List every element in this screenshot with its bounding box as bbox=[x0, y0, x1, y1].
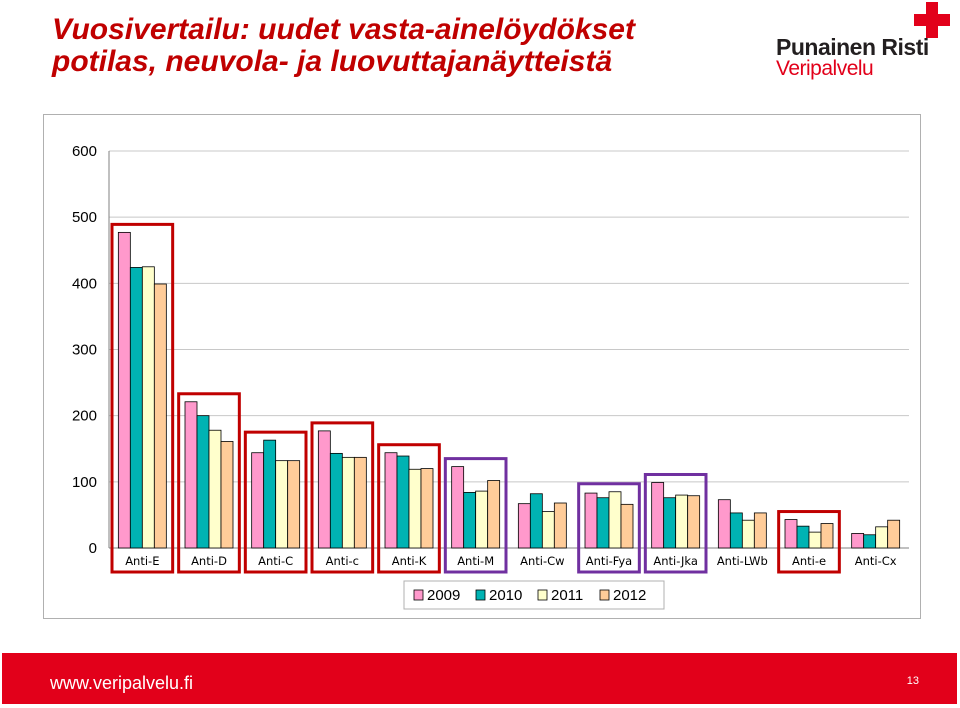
legend-swatch-2012 bbox=[599, 589, 610, 601]
bar-chart: 0 100 200 300 400 500 600 Anti-E Anti-D Anti-C Ant… bbox=[72, 143, 909, 610]
logo-name: Punainen Risti bbox=[776, 34, 929, 60]
highlight-box-Anti-e bbox=[777, 510, 841, 574]
y-tick-label: 400 bbox=[72, 275, 97, 292]
x-tick-label: Anti-K bbox=[392, 554, 427, 568]
highlight-box-Anti-Jka bbox=[643, 472, 708, 574]
legend-label: 2012 bbox=[613, 587, 646, 604]
bar-2011-Anti-Cx bbox=[875, 526, 889, 549]
logo-subtitle: Veripalvelu bbox=[776, 57, 874, 80]
bar-2010-Anti-K bbox=[396, 455, 410, 549]
bar-2009-Anti-LWb bbox=[717, 499, 731, 549]
chart-area: 0 100 200 300 400 500 600 Anti-E Anti-D Anti-C Ant… bbox=[43, 114, 921, 619]
slide-title: Vuosivertailu: uudet vasta-ainelöydökset… bbox=[52, 14, 635, 78]
bar-2009-Anti-e bbox=[784, 519, 798, 549]
bar-2011-Anti-Cw bbox=[541, 511, 555, 549]
highlight-box-Anti-C bbox=[243, 430, 308, 574]
legend-swatch-2010 bbox=[475, 589, 486, 601]
bar-2009-Anti-D bbox=[184, 401, 198, 549]
x-tick-label: Anti-c bbox=[326, 554, 359, 568]
x-tick-label: Anti-e bbox=[792, 554, 826, 568]
x-tick-label: Anti-Jka bbox=[653, 554, 698, 568]
bar-2011-Anti-E bbox=[141, 266, 155, 549]
bar-2011-Anti-Jka bbox=[675, 494, 689, 549]
y-tick-label: 300 bbox=[72, 342, 97, 359]
bar-2012-Anti-LWb bbox=[753, 512, 767, 549]
bar-2009-Anti-c bbox=[317, 430, 331, 549]
title-line-2: potilas, neuvola- ja luovuttajanäytteist… bbox=[52, 45, 613, 78]
y-tick-label: 100 bbox=[72, 474, 97, 491]
bar-2011-Anti-e bbox=[808, 531, 822, 549]
bar-2011-Anti-Fya bbox=[608, 491, 622, 549]
legend-swatch-2009 bbox=[413, 589, 424, 601]
bar-2010-Anti-E bbox=[129, 267, 143, 549]
red-cross-logo: Punainen Risti Veripalvelu bbox=[776, 2, 956, 88]
highlight-box-Anti-M bbox=[443, 457, 508, 574]
highlight-box-Anti-c bbox=[310, 421, 375, 574]
highlight-box-Anti-Fya bbox=[577, 482, 641, 574]
legend-swatch-2011 bbox=[537, 589, 548, 601]
bar-2009-Anti-E bbox=[117, 231, 131, 549]
bar-2011-Anti-c bbox=[341, 456, 355, 549]
y-tick-label: 600 bbox=[72, 143, 97, 160]
bar-2009-Anti-Jka bbox=[651, 482, 665, 549]
footer-bar: www.veripalvelu.fi 13 bbox=[2, 653, 957, 704]
legend-label: 2009 bbox=[427, 587, 460, 604]
title-line-1: Vuosivertailu: uudet vasta-ainelöydökset bbox=[52, 13, 635, 46]
bar-2010-Anti-Fya bbox=[596, 497, 610, 549]
highlight-box-Anti-K bbox=[377, 443, 441, 574]
bar-2012-Anti-c bbox=[353, 456, 367, 549]
bar-2009-Anti-K bbox=[384, 452, 398, 549]
x-tick-label: Anti-LWb bbox=[717, 554, 768, 568]
bar-2012-Anti-K bbox=[420, 468, 434, 549]
bar-2010-Anti-M bbox=[463, 492, 477, 549]
y-tick-label: 0 bbox=[89, 540, 97, 557]
bar-2010-Anti-LWb bbox=[729, 512, 743, 549]
bar-2012-Anti-Fya bbox=[620, 503, 634, 549]
legend-label: 2010 bbox=[489, 587, 522, 604]
bar-2009-Anti-C bbox=[251, 452, 265, 549]
x-tick-label: Anti-Cw bbox=[520, 554, 564, 568]
bar-2011-Anti-LWb bbox=[741, 519, 755, 549]
bar-2009-Anti-Cx bbox=[851, 533, 865, 549]
x-tick-label: Anti-E bbox=[125, 554, 159, 568]
page-number: 13 bbox=[906, 675, 919, 687]
bar-2012-Anti-E bbox=[153, 283, 167, 549]
bar-2011-Anti-D bbox=[208, 429, 222, 549]
bar-2011-Anti-C bbox=[275, 460, 289, 549]
bar-2010-Anti-Cx bbox=[863, 534, 877, 549]
highlight-box-Anti-E bbox=[110, 222, 175, 574]
bar-2012-Anti-C bbox=[287, 460, 301, 549]
bar-2011-Anti-K bbox=[408, 468, 422, 549]
legend-label: 2011 bbox=[551, 587, 583, 604]
bar-2009-Anti-Fya bbox=[584, 492, 598, 549]
bar-2010-Anti-Jka bbox=[663, 497, 677, 549]
bar-2012-Anti-e bbox=[820, 523, 834, 549]
bar-2012-Anti-Jka bbox=[687, 495, 701, 549]
bar-2009-Anti-Cw bbox=[517, 503, 531, 549]
bar-2009-Anti-M bbox=[451, 466, 465, 549]
x-tick-label: Anti-C bbox=[258, 554, 293, 568]
footer-url[interactable]: www.veripalvelu.fi bbox=[50, 673, 194, 693]
bar-2012-Anti-M bbox=[487, 480, 501, 549]
y-tick-label: 200 bbox=[72, 408, 97, 425]
x-tick-label: Anti-Cx bbox=[855, 554, 897, 568]
x-tick-label: Anti-D bbox=[191, 554, 227, 568]
x-tick-label: Anti-Fya bbox=[586, 554, 632, 568]
bar-2010-Anti-Cw bbox=[529, 493, 543, 549]
bar-2010-Anti-c bbox=[329, 452, 343, 549]
bar-2012-Anti-D bbox=[220, 441, 234, 549]
legend-box bbox=[403, 580, 665, 610]
bar-2010-Anti-e bbox=[796, 525, 810, 549]
bar-2010-Anti-D bbox=[196, 415, 210, 549]
bar-2012-Anti-Cw bbox=[553, 502, 567, 549]
bar-2011-Anti-M bbox=[475, 490, 489, 549]
bar-2010-Anti-C bbox=[263, 439, 277, 549]
x-tick-label: Anti-M bbox=[457, 554, 494, 568]
highlight-box-Anti-D bbox=[177, 392, 241, 574]
bar-2012-Anti-Cx bbox=[887, 519, 901, 549]
red-cross-icon bbox=[914, 2, 950, 38]
y-tick-label: 500 bbox=[72, 209, 97, 226]
